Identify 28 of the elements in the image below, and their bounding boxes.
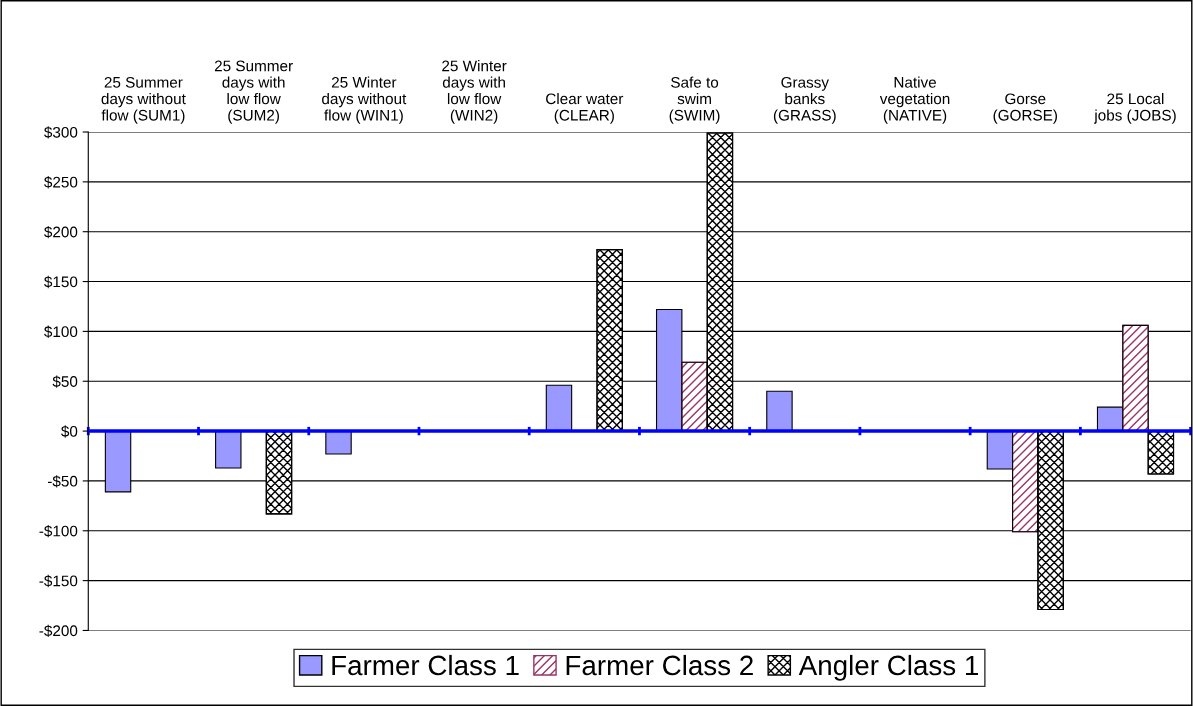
y-tick-label: -$150 (39, 574, 78, 588)
legend-label: Farmer Class 2 (566, 654, 753, 676)
y-tick-label: $150 (44, 275, 78, 289)
y-tick-label: $100 (44, 325, 78, 338)
y-tick-label: -$100 (39, 525, 78, 538)
y-tick-label: $250 (44, 176, 78, 189)
y-tick-label: $50 (52, 375, 78, 388)
y-tick-label: -$50 (47, 475, 78, 488)
bar (325, 430, 352, 455)
bar (215, 430, 242, 469)
x-tick-label: Safe to swim (SWIM) (669, 76, 720, 124)
x-tick-label: 25 Summer days with low flow (SUM2) (214, 60, 293, 124)
y-tick-label: $300 (44, 126, 78, 139)
y-tick-label: -$200 (39, 624, 78, 638)
legend-label: Angler Class 1 (798, 654, 978, 681)
y-tick-label: $200 (44, 225, 78, 239)
x-tick-label: Gorse (GORSE) (993, 93, 1057, 124)
x-tick-label: 25 Summer days without flow (SUM1) (101, 76, 186, 124)
bar (545, 384, 573, 432)
x-tick-label: Native vegetation (NATIVE) (879, 76, 950, 124)
x-tick-label: 25 Winter days without flow (WIN1) (322, 76, 407, 124)
bar (766, 390, 793, 432)
x-tick-label: Clear water (CLEAR) (546, 92, 624, 124)
y-tick-label: $0 (61, 425, 78, 438)
x-tick-label: 25 Winter days with low flow (WIN2) (442, 60, 507, 124)
legend-label: Farmer Class 1 (332, 654, 519, 676)
x-tick-label: Grassy banks (GRASS) (773, 76, 836, 124)
x-tick-label: 25 Local jobs (JOBS) (1093, 92, 1176, 124)
